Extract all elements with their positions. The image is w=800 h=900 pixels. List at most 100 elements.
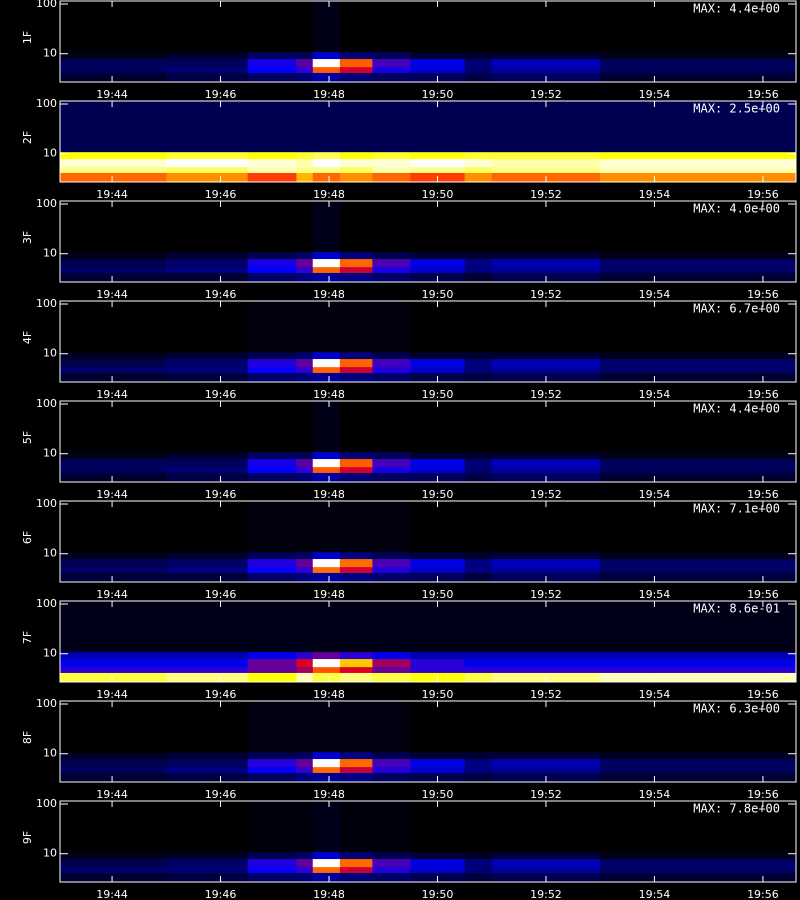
heatmap-cell <box>296 351 314 360</box>
heatmap-cell <box>464 651 493 660</box>
heatmap-cell <box>410 351 466 360</box>
heatmap-cell <box>247 501 297 553</box>
heatmap-cell <box>339 151 373 160</box>
heatmap-cell <box>166 858 249 868</box>
x-tick-label: 19:46 <box>205 888 237 900</box>
heatmap-cell <box>247 666 297 673</box>
heatmap-cell <box>464 851 493 860</box>
heatmap-cell <box>296 266 314 273</box>
heatmap-cell <box>60 401 167 453</box>
heatmap-cell <box>372 558 411 568</box>
heatmap-cell <box>312 866 341 873</box>
heatmap-cell <box>166 266 249 273</box>
plot-frame <box>59 0 797 83</box>
heatmap-cell <box>312 158 341 168</box>
x-tick-label: 19:46 <box>205 688 237 701</box>
plot-frame <box>59 700 797 783</box>
heatmap-cell <box>464 551 493 560</box>
annotation: MAX: 7.1e+00 <box>693 502 780 516</box>
panel: 19:44 19:46 19:48 19:50 19:52 19:54 19:56 10 100… <box>21 297 797 401</box>
heatmap-cells <box>60 501 796 582</box>
heatmap-cell <box>312 851 341 860</box>
heatmap-cell <box>491 701 601 753</box>
heatmap-cell <box>166 766 249 773</box>
heatmap-cell <box>166 558 249 568</box>
heatmap-cell <box>339 651 373 660</box>
x-tick-label: 19:44 <box>96 888 128 900</box>
heatmap-cell <box>312 72 341 82</box>
heatmap-cell <box>296 551 314 560</box>
plot-frame <box>59 500 797 583</box>
heatmap-cell <box>247 51 297 60</box>
heatmap-cell <box>60 158 167 168</box>
heatmap-cell <box>60 472 167 482</box>
heatmap-cell <box>166 366 249 373</box>
heatmap-cell <box>491 558 601 568</box>
heatmap-cell <box>60 866 167 873</box>
heatmap-cell <box>464 801 493 853</box>
heatmap-cell <box>491 66 601 73</box>
heatmap-cell <box>247 172 297 182</box>
heatmap-cell <box>247 301 297 353</box>
heatmap-cell <box>339 666 373 673</box>
y-tick-label: 10 <box>43 147 57 160</box>
heatmap-cell <box>60 466 167 473</box>
heatmap-cell <box>166 851 249 860</box>
heatmap-cell <box>372 158 411 168</box>
heatmap-cell <box>296 401 314 453</box>
heatmap-cells <box>60 601 796 682</box>
heatmap-cell <box>464 358 493 368</box>
heatmap-cell <box>410 501 466 553</box>
heatmap-cell <box>372 472 411 482</box>
heatmap-cell <box>247 558 297 568</box>
heatmap-cell <box>296 766 314 773</box>
heatmap-cell <box>464 751 493 760</box>
heatmap-cell <box>60 566 167 573</box>
heatmap-cell <box>410 858 466 868</box>
heatmap-cell <box>600 672 796 682</box>
plot-frame <box>59 200 797 283</box>
x-tick-label: 19:48 <box>313 488 345 501</box>
heatmap-cell <box>60 272 167 282</box>
heatmap-cell <box>296 72 314 82</box>
heatmap-cell <box>600 572 796 582</box>
heatmap-cell <box>166 301 249 353</box>
heatmap-cell <box>166 251 249 260</box>
heatmap-cell <box>372 66 411 73</box>
heatmap-cell <box>464 101 493 153</box>
heatmap-cell <box>600 772 796 782</box>
heatmap-cell <box>410 551 466 560</box>
heatmap-cell <box>464 666 493 673</box>
heatmap-cell <box>491 251 601 260</box>
heatmap-cell <box>464 451 493 460</box>
y-axis-label: 6F <box>21 531 34 544</box>
heatmap-cell <box>372 101 411 153</box>
heatmap-cell <box>339 801 373 853</box>
heatmap-cell <box>410 701 466 753</box>
heatmap-cell <box>464 558 493 568</box>
y-axis-label: 8F <box>21 731 34 744</box>
heatmap-cell <box>410 666 466 673</box>
heatmap-cell <box>600 801 796 853</box>
heatmap-cell <box>464 251 493 260</box>
heatmap-cell <box>247 201 297 253</box>
heatmap-cell <box>60 851 167 860</box>
panel: 19:44 19:46 19:48 19:50 19:52 19:54 19:56 10 100… <box>21 97 797 201</box>
heatmap-cell <box>60 751 167 760</box>
heatmap-cell <box>60 151 167 160</box>
heatmap-cell <box>166 601 249 653</box>
heatmap-cell <box>600 472 796 482</box>
heatmap-cell <box>339 601 373 653</box>
heatmap-cell <box>312 201 341 253</box>
heatmap-cell <box>60 372 167 382</box>
heatmap-cell <box>410 51 466 60</box>
heatmap-cell <box>296 272 314 282</box>
y-tick-label: 10 <box>43 447 57 460</box>
heatmap-cell <box>339 858 373 868</box>
x-tick-label: 19:44 <box>96 88 128 101</box>
y-axis-label: 9F <box>21 831 34 844</box>
heatmap-cell <box>247 551 297 560</box>
heatmap-cell <box>312 401 341 453</box>
annotation: MAX: 8.6e-01 <box>693 602 780 616</box>
heatmap-cell <box>600 566 796 573</box>
